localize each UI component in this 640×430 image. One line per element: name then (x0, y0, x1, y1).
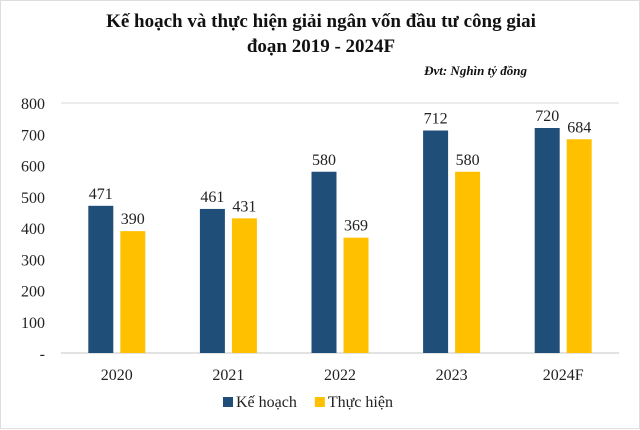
legend-swatch (314, 397, 325, 407)
y-tick-label: 700 (21, 127, 45, 144)
title-line-2: đoạn 2019 - 2024F (246, 36, 396, 57)
chart-title: Kế hoạch và thực hiện giải ngân vốn đầu … (1, 9, 640, 59)
y-tick-label: 600 (21, 159, 45, 176)
bar-ke-hoach (311, 171, 337, 353)
x-tick-label: 2022 (324, 367, 356, 384)
bar-thuc-hien (455, 171, 481, 353)
y-tick-label: 200 (21, 284, 45, 301)
data-label: 471 (89, 186, 113, 203)
data-label: 369 (344, 218, 368, 235)
data-label: 684 (567, 119, 591, 136)
unit-note: Đvt: Nghìn tỷ đồng (424, 63, 527, 78)
bar-ke-hoach (88, 205, 114, 353)
bar-ke-hoach (423, 130, 449, 353)
data-label: 431 (232, 198, 256, 215)
legend-swatch (223, 397, 233, 407)
y-tick-label: 500 (21, 190, 45, 207)
bar-ke-hoach (534, 128, 560, 353)
y-tick-label: 300 (21, 252, 45, 269)
x-tick-label: 2021 (212, 367, 244, 384)
x-tick-label: 2024F (543, 367, 584, 384)
y-tick-label: 100 (21, 315, 45, 332)
bar-thuc-hien (231, 218, 257, 353)
legend-label: Kế hoạch (236, 394, 297, 411)
legend-label: Thực hiện (328, 394, 393, 411)
x-tick-label: 2023 (436, 367, 468, 384)
data-label: 712 (424, 111, 448, 128)
bar-thuc-hien (566, 139, 592, 353)
x-tick-label: 2020 (101, 367, 133, 384)
bar-thuc-hien (343, 237, 369, 353)
data-label: 580 (456, 152, 480, 169)
data-label: 461 (200, 189, 224, 206)
data-label: 390 (121, 211, 145, 228)
y-tick-label: 800 (21, 96, 45, 113)
bar-thuc-hien (120, 231, 146, 353)
y-tick-label: - (40, 346, 45, 363)
title-line-1: Kế hoạch và thực hiện giải ngân vốn đầu … (106, 11, 536, 32)
data-label: 580 (312, 152, 336, 169)
bar-ke-hoach (199, 208, 225, 353)
data-label: 720 (535, 108, 559, 125)
y-tick-label: 400 (21, 221, 45, 238)
